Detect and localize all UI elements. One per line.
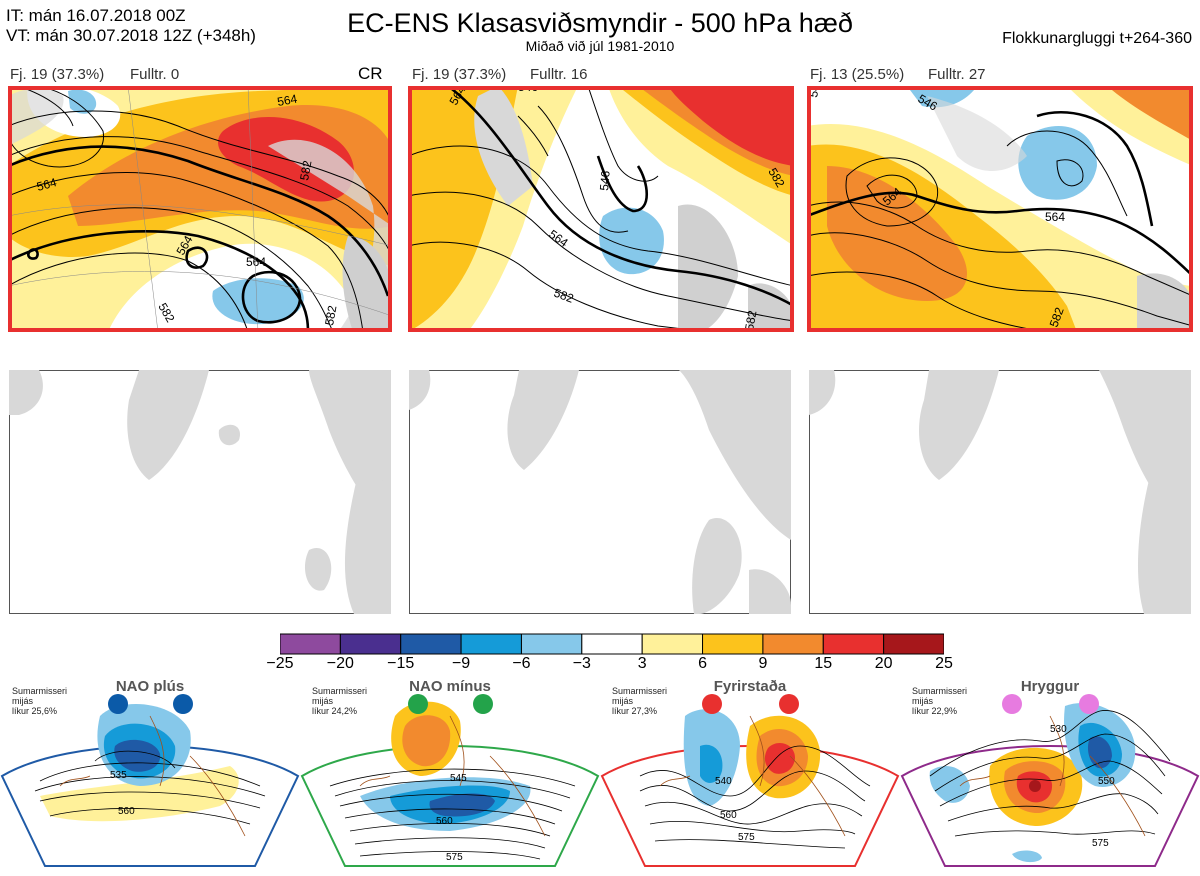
regime-note-2: mijás [312,696,334,706]
contour-label: 575 [738,832,755,843]
header-dates: IT: mán 16.07.2018 00Z VT: mán 30.07.201… [6,6,256,46]
colorbar-tick: −6 [512,655,531,672]
it-line: IT: mán 16.07.2018 00Z [6,6,186,25]
regime-note-1: Sumarmisseri [912,686,968,696]
colorbar-tick: −15 [387,655,415,672]
colorbar-tick: −9 [451,655,471,672]
regime-note-2: mijás [912,696,934,706]
colorbar-swatch [520,633,583,655]
panel-2-fulltr: Fulltr. 16 [530,66,588,83]
contour-label: 564 [276,92,298,109]
colorbar-tick: −25 [266,655,294,672]
colorbar-tick: −3 [572,655,591,672]
panel-3-fulltr: Fulltr. 27 [928,66,986,83]
contour-label: 582 [297,159,314,181]
contour-label: 582 [322,304,339,326]
colorbar-tick: 15 [814,655,833,672]
colorbar-swatch [641,633,704,655]
contour-label: 545 [450,773,467,784]
colorbar-tick: −20 [326,655,354,672]
contour-label: 582 [552,286,576,306]
base-map-2 [409,370,791,614]
regime-title: NAO plús [115,678,185,695]
contour-label: 540 [715,776,732,787]
contour-label: 550 [1098,776,1115,787]
colorbar-swatches [279,633,945,655]
colorbar-swatch [279,633,341,655]
regime-title: Hryggur [1020,678,1080,695]
page-subtitle: Miðað við júl 1981-2010 [525,38,675,54]
contour-label: 582 [742,309,759,331]
regime-note-3: líkur 22,9% [912,706,958,716]
panel-1-cr: CR [358,64,383,83]
cluster-map-1: 564 564 582 564 564 582 582 [8,86,392,332]
cluster-map-2: 564 546 564 582 546 582 582 [408,86,794,332]
regime-note-1: Sumarmisseri [612,686,668,696]
regime-note-2: mijás [12,696,34,706]
regime-note-1: Sumarmisseri [12,686,68,696]
contour-label: 564 [246,255,266,269]
regime-hryggur: 530 550 575 Hryggur Sumarmisseri mijás l… [900,676,1200,871]
regime-nao-plus: 535 560 NAO plús Sumarmisseri mijás líku… [0,676,300,871]
regime-note-3: líkur 25,6% [12,706,58,716]
colorbar-swatch [460,633,522,655]
colorbar-tick: 9 [758,655,768,672]
regime-note-3: líkur 24,2% [312,706,358,716]
contour-label: 560 [118,806,135,817]
regime-nao-minus: 545 560 575 NAO mínus Sumarmisseri mijás… [300,676,600,871]
contour-label: 564 [35,175,58,194]
page-title: EC-ENS Klasasviðsmyndir - 500 hPa hæð [347,8,853,38]
contour-label: 564 [1045,210,1065,224]
regime-note-1: Sumarmisseri [312,686,368,696]
regime-note: Sumarmisseri mijás líkur 25,6% [12,686,92,716]
contour-label: 546 [597,170,613,191]
contour-label: 575 [1092,838,1109,849]
panel-2-fj: Fj. 19 (37.3%) [412,66,507,83]
contour-label: 530 [1050,724,1067,735]
regime-fyrirstada: 540 560 575 Fyrirstaða Sumarmisseri mijá… [600,676,900,871]
colorbar-swatch [339,633,402,655]
base-map-1 [9,370,391,614]
regime-note: Sumarmisseri mijás líkur 24,2% [312,686,392,716]
vt-line: VT: mán 30.07.2018 12Z (+348h) [6,26,256,45]
colorbar-tick: 6 [698,655,707,672]
panel-3-fj: Fj. 13 (25.5%) [810,66,905,83]
colorbar-swatch [702,633,764,655]
regime-note: Sumarmisseri mijás líkur 27,3% [612,686,692,716]
contour-label: 582 [1047,305,1067,329]
colorbar-tick: 20 [874,655,893,672]
regime-note: Sumarmisseri mijás líkur 22,9% [912,686,992,716]
colorbar-swatch [581,633,643,655]
colorbar: −25 −20 −15 −9 −6 −3 3 6 9 15 20 25 [266,633,953,679]
colorbar-swatch [762,633,824,655]
regime-note-3: líkur 27,3% [612,706,658,716]
contour-label: 535 [110,770,127,781]
contour-label: 560 [436,816,453,827]
panel-1-fulltr: Fulltr. 0 [130,66,180,83]
cluster-map-3: 546 564 564 582 546 [807,86,1193,332]
regime-note-2: mijás [612,696,634,706]
panel-1-fj: Fj. 19 (37.3%) [10,66,105,83]
regime-title: Fyrirstaða [713,678,787,695]
colorbar-tick: 3 [637,655,647,672]
contour-label: 575 [446,852,463,863]
window-label: Flokkunargluggi t+264-360 [1002,30,1192,47]
colorbar-tick: 25 [935,655,953,672]
colorbar-swatch [822,633,885,655]
base-map-3 [809,370,1191,614]
contour-label: 560 [720,810,737,821]
regime-title: NAO mínus [409,678,491,695]
colorbar-swatch [400,633,462,655]
colorbar-swatch [883,633,945,655]
